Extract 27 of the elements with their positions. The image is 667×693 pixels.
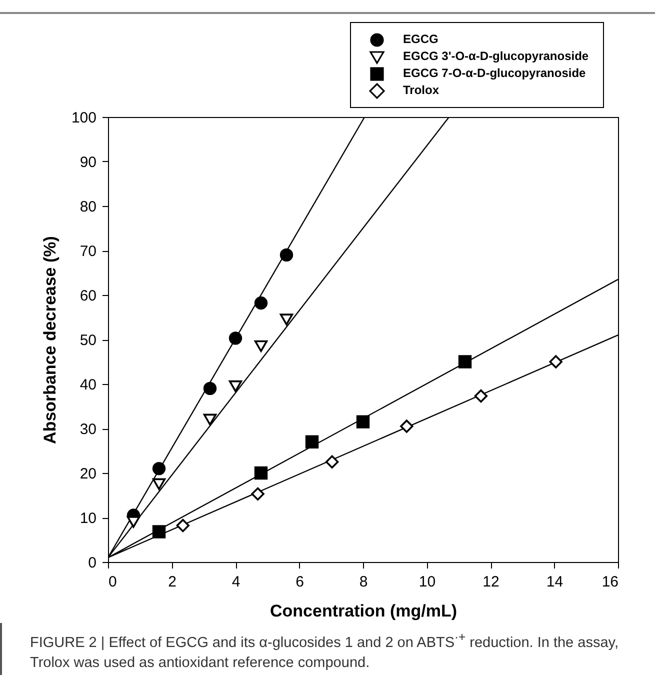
x-tick-label: 14: [546, 574, 564, 590]
legend-label: EGCG: [403, 31, 438, 48]
y-tick-label: 70: [80, 243, 96, 260]
y-tick-label: 100: [71, 110, 96, 126]
x-tick-label: 10: [418, 574, 436, 590]
x-tick-label: 4: [232, 574, 240, 590]
x-tick-label: 2: [168, 574, 176, 590]
y-tick-label: 80: [80, 198, 96, 216]
legend-label: EGCG 7-O-α-D-glucopyranoside: [403, 65, 586, 82]
x-tick-label: 0: [108, 574, 117, 590]
x-tick-label: 6: [296, 574, 304, 590]
y-tick-label: 60: [80, 288, 96, 304]
y-tick-label: 10: [80, 510, 96, 527]
y-tick-label: 30: [80, 421, 96, 438]
y-tick-label: 90: [80, 154, 96, 171]
x-tick-label: 12: [482, 574, 500, 590]
text: FIGURE 2 | Effect of EGCG and its α-glucosides 1 and 2 on ABTS$^{·+}$ reduction. In the assay, Trolox was used as antioxidant reference compound.: [30, 630, 618, 672]
y-tick-label: 0: [88, 554, 96, 572]
legend-label: Trolox: [403, 82, 440, 99]
y-axis-title: Absorbance decrease (%): [40, 236, 60, 444]
x-tick-label: 16: [602, 574, 618, 590]
y-tick-label: 40: [80, 376, 96, 394]
x-tick-label: 8: [359, 574, 368, 590]
x-axis-title: Concentration (mg/mL): [270, 602, 457, 620]
legend-label: EGCG 3'-O-α-D-glucopyranoside: [403, 48, 589, 65]
y-tick-label: 20: [80, 466, 96, 482]
y-tick-label: 50: [80, 332, 96, 349]
